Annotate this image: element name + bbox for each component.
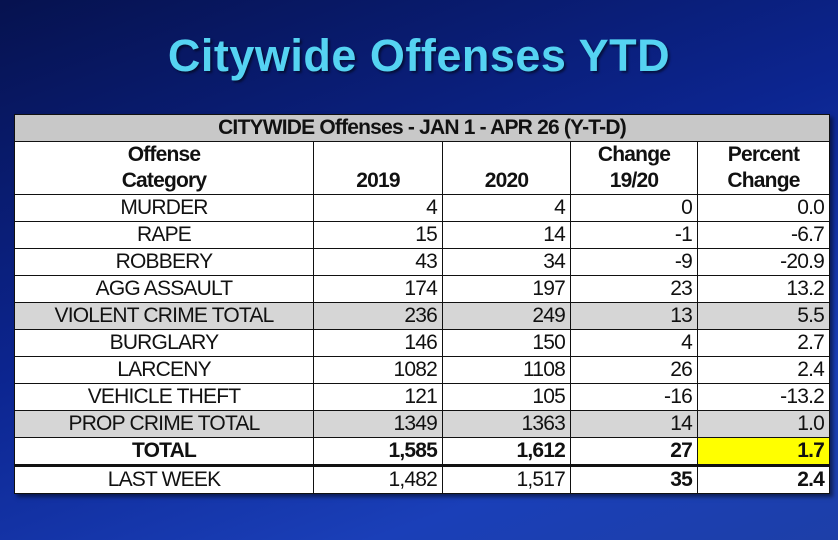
header-offense: Offense — [14, 141, 314, 168]
offense-category: VIOLENT CRIME TOTAL — [14, 302, 314, 330]
table-row: VEHICLE THEFT 121 105 -16 -13.2 — [14, 383, 830, 411]
offense-category: LARCENY — [14, 356, 314, 384]
value-2019: 1349 — [313, 410, 443, 438]
offense-category: AGG ASSAULT — [14, 275, 314, 303]
header-blank-2020 — [442, 141, 571, 168]
percent-change: 1.0 — [697, 410, 830, 438]
table-row: LARCENY 1082 1108 26 2.4 — [14, 356, 830, 384]
offense-category: RAPE — [14, 221, 314, 249]
value-2020: 197 — [442, 275, 571, 303]
offenses-table: CITYWIDE Offenses - JAN 1 - APR 26 (Y-T-… — [14, 114, 830, 494]
offense-category: LAST WEEK — [14, 465, 314, 494]
value-2020: 14 — [442, 221, 571, 249]
percent-change: 0.0 — [697, 194, 830, 222]
change-value: 4 — [570, 329, 698, 357]
table-row: ROBBERY 43 34 -9 -20.9 — [14, 248, 830, 276]
percent-change: 5.5 — [697, 302, 830, 330]
table-row: TOTAL 1,585 1,612 27 1.7 — [14, 437, 830, 467]
change-value: 23 — [570, 275, 698, 303]
value-2020: 1,517 — [442, 465, 571, 494]
change-value: 0 — [570, 194, 698, 222]
header-change: Change — [570, 141, 698, 168]
offense-category: PROP CRIME TOTAL — [14, 410, 314, 438]
change-value: -1 — [570, 221, 698, 249]
slide-title: Citywide Offenses YTD — [167, 30, 671, 81]
header-row-2: Category 2019 2020 19/20 Change — [14, 168, 830, 195]
value-2020: 1,612 — [442, 437, 571, 467]
header-percent-change: Change — [697, 168, 830, 195]
table-row: RAPE 15 14 -1 -6.7 — [14, 221, 830, 249]
value-2019: 174 — [313, 275, 443, 303]
value-2019: 43 — [313, 248, 443, 276]
value-2020: 105 — [442, 383, 571, 411]
value-2019: 15 — [313, 221, 443, 249]
value-2019: 4 — [313, 194, 443, 222]
table-row: PROP CRIME TOTAL 1349 1363 14 1.0 — [14, 410, 830, 438]
percent-change: -13.2 — [697, 383, 830, 411]
percent-change: 2.7 — [697, 329, 830, 357]
change-value: 27 — [570, 437, 698, 467]
header-2019: 2019 — [313, 168, 443, 195]
percent-change: -20.9 — [697, 248, 830, 276]
percent-change: 1.7 — [697, 437, 830, 467]
table-row: AGG ASSAULT 174 197 23 13.2 — [14, 275, 830, 303]
header-19-20: 19/20 — [570, 168, 698, 195]
value-2019: 1,482 — [313, 465, 443, 494]
header-percent: Percent — [697, 141, 830, 168]
percent-change: 2.4 — [697, 356, 830, 384]
offense-category: VEHICLE THEFT — [14, 383, 314, 411]
change-value: 35 — [570, 465, 698, 494]
table-caption: CITYWIDE Offenses - JAN 1 - APR 26 (Y-T-… — [14, 114, 830, 142]
offense-category: TOTAL — [14, 437, 314, 467]
header-category: Category — [14, 168, 314, 195]
value-2019: 236 — [313, 302, 443, 330]
value-2019: 146 — [313, 329, 443, 357]
table-caption-row: CITYWIDE Offenses - JAN 1 - APR 26 (Y-T-… — [14, 114, 830, 142]
value-2019: 1,585 — [313, 437, 443, 467]
value-2020: 34 — [442, 248, 571, 276]
header-blank-2019 — [313, 141, 443, 168]
table-row: VIOLENT CRIME TOTAL 236 249 13 5.5 — [14, 302, 830, 330]
value-2019: 1082 — [313, 356, 443, 384]
change-value: -9 — [570, 248, 698, 276]
offense-category: BURGLARY — [14, 329, 314, 357]
value-2020: 150 — [442, 329, 571, 357]
percent-change: 13.2 — [697, 275, 830, 303]
header-2020: 2020 — [442, 168, 571, 195]
offense-category: ROBBERY — [14, 248, 314, 276]
percent-change: -6.7 — [697, 221, 830, 249]
change-value: 13 — [570, 302, 698, 330]
value-2020: 1363 — [442, 410, 571, 438]
value-2020: 1108 — [442, 356, 571, 384]
change-value: 26 — [570, 356, 698, 384]
offense-category: MURDER — [14, 194, 314, 222]
table-row: MURDER 4 4 0 0.0 — [14, 194, 830, 222]
value-2020: 249 — [442, 302, 571, 330]
header-row-1: Offense Change Percent — [14, 141, 830, 168]
table-row: LAST WEEK 1,482 1,517 35 2.4 — [14, 465, 830, 494]
table-row: BURGLARY 146 150 4 2.7 — [14, 329, 830, 357]
change-value: -16 — [570, 383, 698, 411]
value-2020: 4 — [442, 194, 571, 222]
percent-change: 2.4 — [697, 465, 830, 494]
change-value: 14 — [570, 410, 698, 438]
value-2019: 121 — [313, 383, 443, 411]
